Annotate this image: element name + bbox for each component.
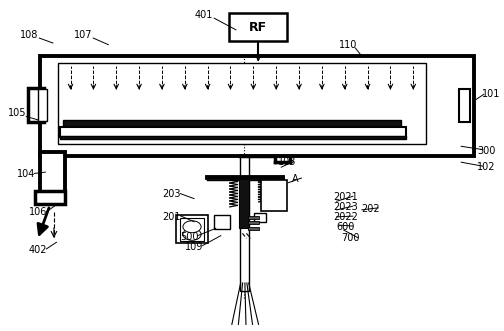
Bar xyxy=(248,216,259,219)
Circle shape xyxy=(183,228,201,240)
Text: 202: 202 xyxy=(361,204,380,213)
Bar xyxy=(248,221,259,224)
Bar xyxy=(459,89,470,122)
Bar xyxy=(58,63,426,144)
Text: 106: 106 xyxy=(29,207,47,217)
Text: 201: 201 xyxy=(162,212,180,222)
Bar xyxy=(176,215,208,243)
Text: 401: 401 xyxy=(195,10,213,20)
Text: 600: 600 xyxy=(336,222,354,232)
Text: RF: RF xyxy=(249,21,267,34)
Text: 101: 101 xyxy=(482,89,500,99)
Bar xyxy=(60,136,406,139)
Text: 402: 402 xyxy=(29,245,47,255)
Text: 203: 203 xyxy=(162,189,180,199)
Circle shape xyxy=(183,221,201,233)
Bar xyxy=(229,13,287,41)
Bar xyxy=(214,215,230,229)
Bar xyxy=(38,89,47,121)
Bar xyxy=(254,213,266,222)
Text: 105: 105 xyxy=(9,108,27,118)
Bar xyxy=(261,180,287,211)
Text: 2021: 2021 xyxy=(333,192,358,202)
Bar xyxy=(63,120,401,127)
Text: 104: 104 xyxy=(17,169,35,179)
Text: 700: 700 xyxy=(341,233,359,243)
Bar xyxy=(239,179,249,228)
Bar xyxy=(35,191,65,204)
Bar xyxy=(60,127,406,137)
Text: 110: 110 xyxy=(339,40,357,50)
Text: 107: 107 xyxy=(74,30,92,40)
Bar xyxy=(40,56,474,156)
Text: A: A xyxy=(291,174,298,184)
Bar xyxy=(40,152,65,204)
Bar xyxy=(240,156,249,291)
Text: 108: 108 xyxy=(20,30,38,40)
Text: 300: 300 xyxy=(477,146,495,156)
Bar xyxy=(180,218,204,241)
Text: 500: 500 xyxy=(180,232,198,242)
Text: 109: 109 xyxy=(185,242,203,252)
Text: 2023: 2023 xyxy=(333,202,358,212)
Bar xyxy=(28,88,44,122)
Text: 103: 103 xyxy=(278,157,296,167)
Bar xyxy=(248,227,259,230)
Text: 102: 102 xyxy=(477,162,495,172)
Text: 2022: 2022 xyxy=(333,212,358,222)
